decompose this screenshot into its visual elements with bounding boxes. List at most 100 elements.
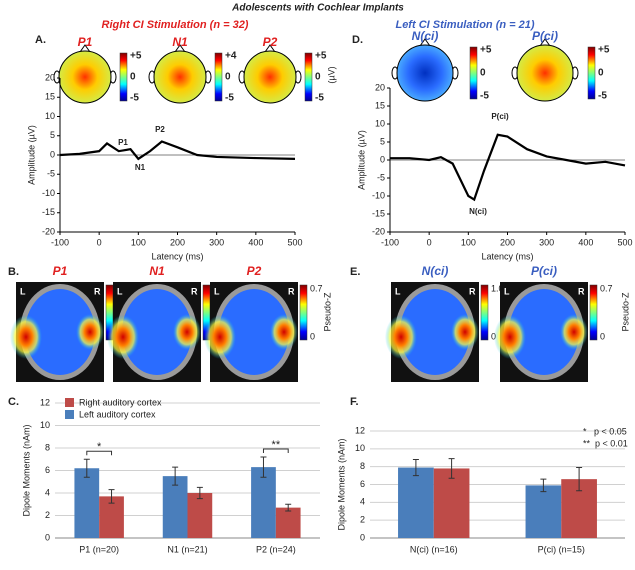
activation	[270, 314, 298, 350]
note: * p < 0.05	[583, 426, 627, 436]
panel-letter: F.	[350, 396, 359, 408]
topomap-label: P2	[263, 35, 278, 49]
y-tick-label: 4	[360, 497, 365, 507]
y-tick-label: 4	[45, 487, 50, 497]
source-label: P2	[247, 264, 262, 278]
x-tick-label: 0	[97, 237, 102, 247]
colorbar-label: 0	[310, 331, 315, 341]
x-tick-label: 400	[248, 237, 263, 247]
y-axis-label: Dipole Moments (nAm)	[336, 438, 346, 530]
colorbar-label: 0.7	[310, 283, 323, 293]
colorbar-label: 0	[600, 331, 605, 341]
brain	[509, 289, 579, 375]
topomap-label: P1	[78, 35, 93, 49]
y-tick-label: -20	[372, 226, 385, 236]
x-tick-label: 300	[539, 237, 554, 247]
y-tick-label: 2	[45, 510, 50, 520]
error-bar	[448, 458, 455, 479]
activation	[10, 315, 42, 359]
colorbar-label: -5	[315, 93, 324, 104]
error-bar	[83, 458, 90, 478]
topomap-label: N1	[172, 35, 188, 49]
x-tick-label: 500	[287, 237, 302, 247]
colorbar-label: 0	[598, 68, 604, 79]
y-tick-label: 0	[45, 532, 50, 542]
brain	[25, 289, 95, 375]
y-tick-label: 10	[40, 420, 50, 430]
bar	[74, 468, 100, 538]
colorbar-label: +5	[130, 51, 142, 62]
y-tick-label: -5	[47, 169, 55, 179]
colorbar-label: 0	[491, 331, 496, 341]
colorbar-label: +4	[225, 51, 237, 62]
y-tick-label: -15	[372, 208, 385, 218]
y-tick-label: 0	[50, 149, 55, 159]
x-tick-label: 200	[170, 237, 185, 247]
hemisphere-label: R	[469, 286, 476, 296]
hemisphere-label: R	[94, 286, 101, 296]
y-axis-label: Dipole Moments (nAm)	[21, 424, 31, 516]
colorbar-label: 1.0	[491, 283, 504, 293]
error-bar	[285, 503, 292, 512]
bar	[525, 485, 562, 538]
x-tick-label: P1 (n=20)	[79, 544, 119, 554]
mean-waveform	[390, 133, 626, 202]
y-tick-label: -20	[42, 226, 55, 236]
y-tick-label: 8	[360, 461, 365, 471]
significance-label: *	[97, 441, 102, 453]
y-tick-label: 5	[50, 130, 55, 140]
topomap	[396, 44, 454, 102]
x-axis-label: Latency (ms)	[481, 251, 533, 261]
legend-swatch	[65, 398, 74, 407]
y-tick-label: 12	[355, 425, 365, 435]
significance-bracket	[86, 450, 113, 456]
colorbar-label: 0	[315, 72, 321, 83]
y-tick-label: 0	[380, 154, 385, 164]
significance-label: **	[272, 439, 281, 451]
x-tick-label: 0	[427, 237, 432, 247]
brain	[219, 289, 289, 375]
panel-letter: B.	[8, 266, 19, 278]
colorbar-label: -5	[225, 93, 234, 104]
colorbar	[214, 52, 223, 102]
bar	[398, 467, 434, 538]
error-bar	[540, 478, 547, 493]
panel-letter: E.	[350, 266, 360, 278]
legend-label: Right auditory cortex	[79, 397, 162, 407]
y-tick-label: -15	[42, 207, 55, 217]
y-tick-label: 6	[45, 465, 50, 475]
source-label: P(ci)	[531, 264, 557, 278]
hemisphere-label: R	[288, 286, 295, 296]
colorbar-label: +5	[480, 45, 492, 56]
peak-label: P(ci)	[491, 112, 509, 121]
y-tick-label: -10	[42, 188, 55, 198]
x-tick-label: 400	[578, 237, 593, 247]
significance-bracket	[262, 448, 289, 453]
x-tick-label: -100	[381, 237, 399, 247]
topomap	[58, 50, 112, 104]
activation	[494, 315, 526, 359]
y-tick-label: 5	[380, 136, 385, 146]
x-tick-label: P2 (n=24)	[256, 544, 296, 554]
colorbar	[589, 284, 598, 341]
source-unit: Pseudo-Z	[322, 292, 332, 332]
left-heading: Right CI Stimulation (n = 32)	[102, 19, 249, 31]
activation	[385, 315, 417, 359]
activation	[107, 315, 139, 359]
topomap-label: N(ci)	[412, 29, 439, 43]
topomap	[516, 44, 574, 102]
brain	[400, 289, 470, 375]
colorbar-label: 0	[225, 72, 231, 83]
colorbar	[299, 284, 308, 341]
brain	[122, 289, 192, 375]
right-heading: Left CI Stimulation (n = 21)	[395, 19, 534, 31]
colorbar-label: -5	[598, 91, 607, 102]
y-tick-label: 12	[40, 397, 50, 407]
x-tick-label: -100	[51, 237, 69, 247]
bar	[251, 467, 276, 538]
y-tick-label: 10	[355, 443, 365, 453]
colorbar-label: -5	[130, 93, 139, 104]
x-tick-label: N(ci) (n=16)	[410, 544, 458, 554]
x-tick-label: 500	[617, 237, 632, 247]
head-nose	[539, 38, 551, 47]
